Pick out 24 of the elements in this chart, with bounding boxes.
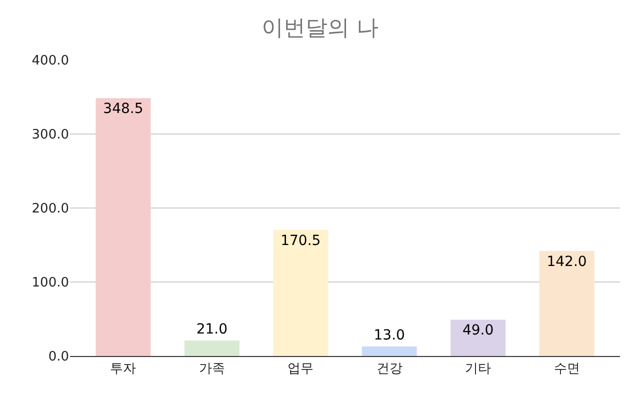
y-tick-label: 400.0 bbox=[32, 54, 69, 69]
data-label: 13.0 bbox=[374, 327, 405, 344]
y-tick-label: 100.0 bbox=[32, 276, 69, 291]
x-tick-label: 투자 bbox=[110, 362, 136, 377]
chart-title: 이번달의 나 bbox=[262, 16, 378, 42]
x-tick-label: 가족 bbox=[198, 362, 225, 377]
bar bbox=[362, 346, 417, 356]
y-tick-label: 200.0 bbox=[32, 202, 69, 217]
bar bbox=[96, 98, 151, 356]
data-label: 348.5 bbox=[103, 101, 144, 118]
x-tick-label: 건강 bbox=[376, 362, 402, 377]
bar bbox=[539, 250, 594, 356]
bar bbox=[450, 320, 506, 356]
y-tick-label: 0.0 bbox=[48, 350, 69, 365]
data-label: 49.0 bbox=[462, 322, 494, 339]
data-label: 21.0 bbox=[196, 321, 228, 338]
x-tick-label: 수면 bbox=[554, 362, 580, 377]
bar bbox=[273, 230, 328, 356]
data-label: 142.0 bbox=[546, 254, 587, 270]
y-tick-label: 300.0 bbox=[32, 128, 69, 143]
x-tick-label: 업무 bbox=[288, 362, 314, 377]
data-label: 170.5 bbox=[280, 232, 321, 249]
bar bbox=[184, 340, 240, 356]
x-tick-label: 기타 bbox=[465, 362, 492, 377]
